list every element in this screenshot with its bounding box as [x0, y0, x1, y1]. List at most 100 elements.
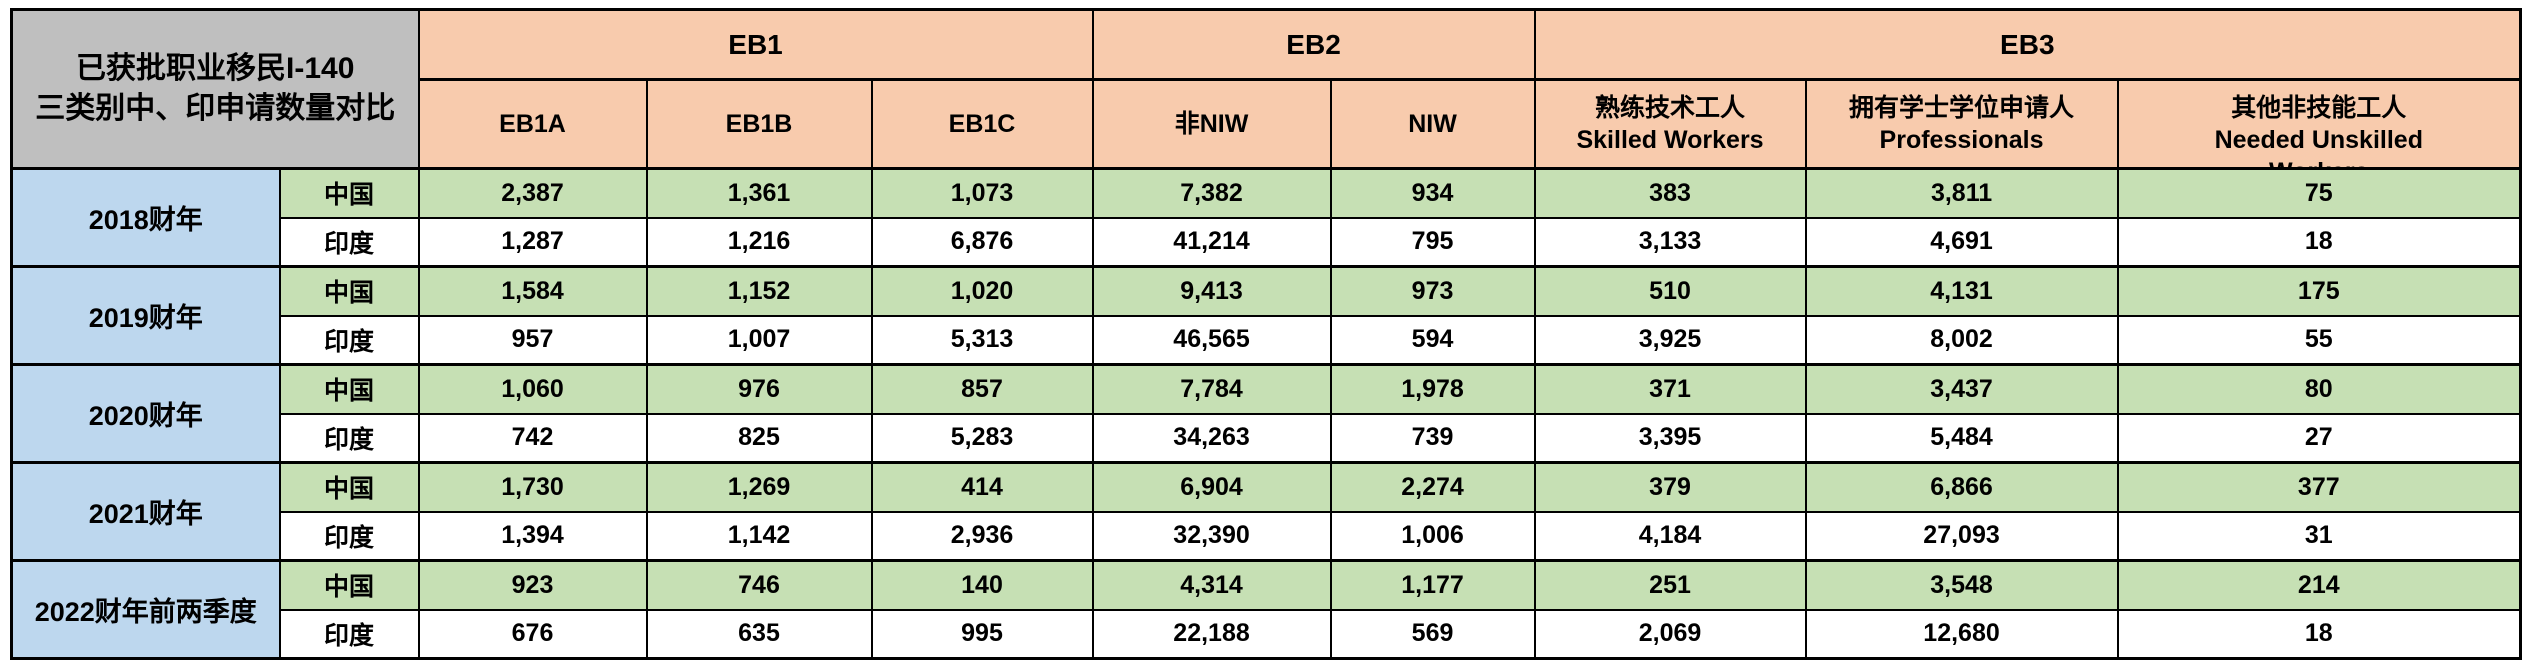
skilled-workers-zh: 熟练技术工人: [1595, 94, 1746, 122]
value-cell: 1,006: [1329, 510, 1536, 562]
year-cell: 2021财年: [10, 461, 281, 562]
value-cell: 27: [2116, 412, 2522, 464]
country-cell-china: 中国: [278, 559, 420, 611]
value-cell: 8,002: [1804, 314, 2119, 366]
column-header-professionals: 拥有学士学位申请人 Professionals: [1804, 78, 2119, 170]
value-cell: 80: [2116, 363, 2522, 415]
column-group-eb2: EB2: [1091, 8, 1536, 81]
value-cell: 973: [1329, 265, 1536, 317]
value-cell: 1,020: [870, 265, 1094, 317]
value-cell: 55: [2116, 314, 2522, 366]
table-title-line1: 已获批职业移民I-140: [76, 52, 355, 86]
country-cell-china: 中国: [278, 461, 420, 513]
value-cell: 46,565: [1091, 314, 1332, 366]
value-cell: 510: [1533, 265, 1807, 317]
value-cell: 251: [1533, 559, 1807, 611]
column-header-non-niw: 非NIW: [1091, 78, 1332, 170]
unskilled-workers-en2: Workers: [2269, 156, 2369, 167]
value-cell: 1,269: [645, 461, 873, 513]
value-cell: 27,093: [1804, 510, 2119, 562]
value-cell: 1,730: [417, 461, 648, 513]
professionals-en: Professionals: [1879, 126, 2044, 154]
value-cell: 3,811: [1804, 167, 2119, 219]
value-cell: 1,216: [645, 216, 873, 268]
column-header-niw: NIW: [1329, 78, 1536, 170]
value-cell: 3,925: [1533, 314, 1807, 366]
country-cell-china: 中国: [278, 167, 420, 219]
country-cell-india: 印度: [278, 314, 420, 366]
value-cell: 9,413: [1091, 265, 1332, 317]
value-cell: 957: [417, 314, 648, 366]
column-header-skilled-workers: 熟练技术工人 Skilled Workers: [1533, 78, 1807, 170]
value-cell: 1,394: [417, 510, 648, 562]
value-cell: 6,904: [1091, 461, 1332, 513]
country-cell-india: 印度: [278, 216, 420, 268]
value-cell: 1,978: [1329, 363, 1536, 415]
value-cell: 594: [1329, 314, 1536, 366]
country-cell-china: 中国: [278, 363, 420, 415]
value-cell: 4,314: [1091, 559, 1332, 611]
value-cell: 746: [645, 559, 873, 611]
value-cell: 2,069: [1533, 608, 1807, 660]
value-cell: 371: [1533, 363, 1807, 415]
column-header-eb1b: EB1B: [645, 78, 873, 170]
value-cell: 22,188: [1091, 608, 1332, 660]
value-cell: 379: [1533, 461, 1807, 513]
value-cell: 7,784: [1091, 363, 1332, 415]
year-cell: 2020财年: [10, 363, 281, 464]
unskilled-workers-zh: 其他非技能工人: [2231, 94, 2407, 122]
value-cell: 825: [645, 412, 873, 464]
value-cell: 676: [417, 608, 648, 660]
skilled-workers-en: Skilled Workers: [1576, 126, 1764, 154]
value-cell: 18: [2116, 608, 2522, 660]
table-title: 已获批职业移民I-140 三类别中、印申请数量对比: [10, 8, 420, 170]
value-cell: 2,936: [870, 510, 1094, 562]
data-row-india: 印度 742 825 5,283 34,263 739 3,395 5,484 27: [12, 412, 2522, 464]
value-cell: 175: [2116, 265, 2522, 317]
value-cell: 5,283: [870, 412, 1094, 464]
column-header-eb1c: EB1C: [870, 78, 1094, 170]
data-row-india: 印度 676 635 995 22,188 569 2,069 12,680 18: [12, 608, 2522, 660]
value-cell: 4,691: [1804, 216, 2119, 268]
unskilled-workers-lines: 其他非技能工人 Needed Unskilled Workers: [2120, 83, 2519, 167]
value-cell: 995: [870, 608, 1094, 660]
value-cell: 1,177: [1329, 559, 1536, 611]
unskilled-workers-en: Needed Unskilled: [2214, 126, 2423, 154]
value-cell: 3,548: [1804, 559, 2119, 611]
value-cell: 739: [1329, 412, 1536, 464]
year-cell: 2022财年前两季度: [10, 559, 281, 660]
year-cell: 2019财年: [10, 265, 281, 366]
value-cell: 976: [645, 363, 873, 415]
data-row-china: 2019财年 中国 1,584 1,152 1,020 9,413 973 510 4,131 1…: [10, 265, 2522, 366]
value-cell: 6,866: [1804, 461, 2119, 513]
value-cell: 1,007: [645, 314, 873, 366]
value-cell: 3,437: [1804, 363, 2119, 415]
value-cell: 12,680: [1804, 608, 2119, 660]
country-cell-india: 印度: [278, 608, 420, 660]
value-cell: 140: [870, 559, 1094, 611]
value-cell: 32,390: [1091, 510, 1332, 562]
value-cell: 383: [1533, 167, 1807, 219]
value-cell: 923: [417, 559, 648, 611]
value-cell: 7,382: [1091, 167, 1332, 219]
value-cell: 1,060: [417, 363, 648, 415]
column-group-eb3: EB3: [1533, 8, 2522, 81]
value-cell: 742: [417, 412, 648, 464]
table-title-line2: 三类别中、印申请数量对比: [35, 92, 396, 125]
data-row-india: 印度 1,287 1,216 6,876 41,214 795 3,133 4,691 18: [12, 216, 2522, 268]
data-row-china: 2020财年 中国 1,060 976 857 7,784 1,978 371 3,437 80: [10, 363, 2522, 464]
data-row-india: 印度 957 1,007 5,313 46,565 594 3,925 8,002 55: [12, 314, 2522, 366]
value-cell: 1,073: [870, 167, 1094, 219]
value-cell: 569: [1329, 608, 1536, 660]
value-cell: 2,274: [1329, 461, 1536, 513]
value-cell: 1,361: [645, 167, 873, 219]
value-cell: 5,313: [870, 314, 1094, 366]
value-cell: 2,387: [417, 167, 648, 219]
professionals-zh: 拥有学士学位申请人: [1849, 94, 2075, 122]
value-cell: 377: [2116, 461, 2522, 513]
value-cell: 1,142: [645, 510, 873, 562]
country-cell-india: 印度: [278, 510, 420, 562]
data-row-china: 2018财年 中国 2,387 1,361 1,073 7,382 934 383 3,811 7…: [10, 167, 2522, 268]
value-cell: 1,287: [417, 216, 648, 268]
